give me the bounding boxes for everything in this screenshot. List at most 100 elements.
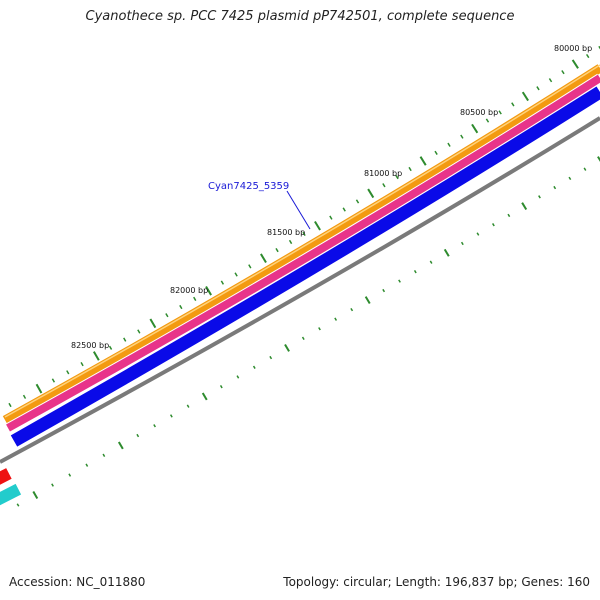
tick-mark bbox=[205, 285, 212, 296]
tick-mark bbox=[284, 344, 290, 352]
tick-label: 81500 bp bbox=[267, 228, 305, 237]
tick-mark bbox=[288, 239, 293, 245]
tick-mark bbox=[485, 118, 490, 123]
tick-mark bbox=[521, 202, 528, 211]
tick-mark bbox=[234, 272, 238, 277]
tick-mark bbox=[553, 185, 557, 190]
tick-mark bbox=[248, 264, 252, 269]
tick-mark bbox=[429, 260, 433, 264]
tick-mark bbox=[85, 463, 89, 467]
tick-mark bbox=[507, 213, 511, 218]
feature-red bbox=[0, 468, 12, 488]
tick-mark bbox=[585, 53, 590, 59]
tick-label: 82500 bp bbox=[71, 341, 109, 350]
tick-label: 82000 bp bbox=[170, 286, 208, 295]
tick-mark bbox=[511, 102, 515, 107]
tick-mark bbox=[123, 337, 127, 342]
tick-mark bbox=[22, 394, 27, 399]
track-gray bbox=[0, 116, 600, 464]
tick-mark bbox=[236, 375, 240, 379]
tick-mark bbox=[395, 175, 399, 180]
tick-mark bbox=[334, 317, 338, 321]
tick-mark bbox=[583, 167, 587, 171]
tick-mark bbox=[35, 383, 43, 394]
tick-mark bbox=[169, 414, 173, 418]
tick-mark bbox=[471, 123, 479, 134]
tick-mark bbox=[220, 280, 225, 285]
tick-mark bbox=[460, 134, 464, 139]
tick-mark bbox=[597, 156, 600, 162]
feature-cyan bbox=[0, 483, 22, 509]
tick-mark bbox=[179, 304, 183, 310]
tick-mark bbox=[219, 384, 223, 389]
tick-mark bbox=[355, 199, 360, 204]
tick-mark bbox=[382, 183, 386, 188]
gene-leader-line bbox=[286, 190, 311, 230]
tick-mark bbox=[269, 355, 273, 360]
tick-mark bbox=[51, 378, 56, 383]
tick-label: 81000 bp bbox=[364, 169, 402, 178]
tick-mark bbox=[80, 362, 84, 367]
tick-mark bbox=[314, 220, 321, 231]
tick-mark bbox=[66, 370, 70, 375]
tick-mark bbox=[318, 327, 321, 331]
map-title: Cyanothece sp. PCC 7425 plasmid pP742501… bbox=[85, 9, 515, 24]
tick-mark bbox=[252, 365, 256, 369]
tick-mark bbox=[434, 150, 438, 155]
tick-mark bbox=[275, 248, 279, 253]
tick-mark bbox=[476, 232, 480, 236]
tick-mark bbox=[51, 483, 54, 487]
tick-mark bbox=[598, 45, 600, 50]
tick-mark bbox=[447, 142, 451, 147]
tick-mark bbox=[367, 188, 375, 199]
track-blue bbox=[10, 86, 600, 447]
tick-mark bbox=[102, 453, 106, 457]
gene-label[interactable]: Cyan7425_5359 bbox=[208, 181, 289, 192]
tick-mark bbox=[561, 70, 565, 75]
tick-mark bbox=[153, 424, 156, 428]
tick-mark bbox=[193, 296, 197, 302]
tick-label: 80500 bp bbox=[460, 108, 498, 117]
tick-mark bbox=[382, 288, 386, 293]
tick-mark bbox=[165, 313, 169, 318]
tick-mark bbox=[301, 336, 305, 341]
tick-mark bbox=[568, 176, 572, 181]
tick-mark bbox=[498, 110, 502, 115]
tick-mark bbox=[536, 86, 540, 91]
tick-mark bbox=[68, 473, 72, 477]
tick-mark bbox=[329, 215, 333, 220]
tick-mark bbox=[108, 345, 113, 350]
tick-mark bbox=[398, 279, 401, 283]
tick-mark bbox=[538, 195, 541, 199]
tick-mark bbox=[136, 433, 140, 438]
tick-mark bbox=[350, 307, 354, 312]
tick-mark bbox=[419, 156, 427, 166]
tick-mark bbox=[571, 59, 579, 69]
tick-mark bbox=[413, 269, 417, 274]
tick-mark bbox=[186, 404, 190, 408]
tick-mark bbox=[149, 318, 157, 329]
tick-mark bbox=[364, 296, 371, 305]
tick-mark bbox=[342, 207, 346, 212]
tick-mark bbox=[260, 253, 267, 264]
tick-mark bbox=[8, 402, 12, 408]
tick-mark bbox=[117, 441, 124, 450]
tick-mark bbox=[443, 248, 450, 257]
track-orange bbox=[2, 64, 600, 424]
summary-text: Topology: circular; Length: 196,837 bp; … bbox=[283, 575, 590, 589]
tick-mark bbox=[92, 351, 100, 361]
tick-mark bbox=[548, 78, 553, 83]
tick-mark bbox=[201, 392, 208, 401]
tick-label: 80000 bp bbox=[554, 44, 592, 53]
tick-mark bbox=[408, 166, 412, 172]
tick-mark bbox=[137, 329, 141, 334]
tick-mark bbox=[32, 491, 39, 499]
track-pink bbox=[6, 74, 600, 432]
tick-mark bbox=[521, 91, 529, 102]
tick-mark bbox=[16, 503, 20, 507]
tick-mark bbox=[302, 231, 306, 236]
tick-mark bbox=[491, 223, 495, 227]
tick-mark bbox=[460, 241, 464, 246]
accession-text: Accession: NC_011880 bbox=[9, 575, 146, 589]
